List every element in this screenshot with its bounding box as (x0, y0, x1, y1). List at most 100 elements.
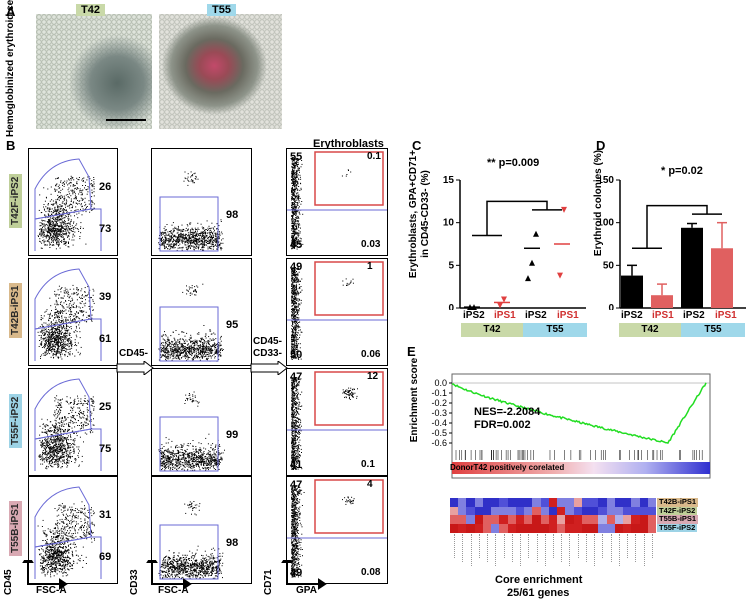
heatmap-gene-tick (520, 534, 522, 566)
heatmap-cell (474, 506, 484, 516)
d-cat-label-3: iPS2 (683, 310, 705, 321)
flow-gate-value: 39 (99, 291, 112, 303)
c-point (525, 275, 531, 282)
heatmap-cell (565, 515, 575, 524)
heatmap-cell (631, 498, 640, 507)
heatmap-gene-tick (585, 534, 588, 562)
heatmap-cell (614, 506, 624, 516)
heatmap-cell (450, 515, 459, 524)
flow-gate-value: 26 (99, 181, 112, 193)
heatmap-cell (458, 523, 467, 533)
flow-plot-r2-c3: 49 1 50 0.06 (286, 258, 388, 366)
heatmap-cell (573, 498, 583, 507)
heatmap-cell (581, 523, 591, 533)
heatmap-cell (450, 523, 459, 533)
c-group-t42: T42 (461, 323, 523, 337)
heatmap-cell (639, 523, 649, 533)
c-group-t55: T55 (523, 323, 587, 337)
heatmap-gene-tick (478, 534, 481, 558)
heatmap-cell (614, 523, 624, 533)
axis-corner-arrows (22, 560, 327, 590)
flow-dots (34, 158, 102, 251)
flow-plot-r4-c2: 98 (151, 476, 252, 584)
heatmap-gene-tick (553, 534, 555, 558)
heatmap-cell (524, 523, 533, 533)
heatmap-cell (515, 515, 525, 524)
flow-dots (158, 391, 225, 472)
flow-dots (287, 371, 387, 470)
flow-gate-value: 12 (367, 371, 379, 382)
flow-gate-value: 47 (290, 479, 303, 491)
heatmap-cell (482, 523, 492, 533)
heatmap-gene-tick (594, 534, 596, 566)
flow-gate-value: 1 (367, 261, 373, 272)
heatmap-cell (647, 506, 657, 516)
heatmap-cell (507, 523, 517, 533)
c-point (557, 272, 563, 279)
flow-gate-value: 45 (290, 239, 303, 251)
panel-label-e: E (407, 344, 416, 359)
panel-label-a: A (6, 4, 16, 19)
heatmap-cell (590, 523, 599, 533)
heatmap-cell (590, 498, 599, 507)
gate2-label-line1: CD45- (253, 336, 282, 347)
heatmap-gene-tick (635, 534, 637, 562)
heatmap-cell (499, 498, 509, 507)
flow-plot-r2-c1: 39 61 (28, 258, 118, 366)
flow-gate-value: 75 (99, 443, 112, 455)
flow-dots (158, 501, 224, 580)
col2-x-axis-label: FSC-A (158, 585, 189, 596)
heatmap-cell (606, 515, 616, 524)
heatmap-cell (515, 506, 525, 516)
flow-gate-value: 50 (290, 349, 303, 361)
heatmap-cell (524, 498, 533, 507)
heatmap-cell (491, 523, 500, 533)
flow-gate-value: 98 (226, 537, 239, 549)
heatmap-cell (540, 523, 550, 533)
heatmap-cell (466, 523, 476, 533)
c-ytick-label: 0 (448, 303, 454, 310)
col3-x-axis-label: GPA (296, 585, 317, 596)
e-ytick-label: -0.1 (431, 388, 447, 398)
gate2-arrow (250, 361, 288, 375)
gate2-label-line2: CD33- (253, 348, 282, 359)
heatmap-cell (482, 498, 492, 507)
heatmap-cell (466, 498, 476, 507)
flow-plot-r3-c1: 25 75 (28, 368, 118, 476)
c-point (529, 259, 535, 266)
panel-a-ylabel: Hemoglobinized erythroid cells (5, 0, 16, 137)
flow-gate-value: 31 (99, 509, 112, 521)
heatmap-gene-tick (569, 534, 571, 566)
flow-plot-r1-c3: 55 0.1 45 0.03 (286, 148, 388, 256)
heatmap-cell (532, 506, 542, 516)
heatmap-cell (573, 506, 583, 516)
heatmap-cell (499, 515, 509, 524)
flow-row-label: T55F-iPS2 (9, 393, 22, 448)
d-group-t55: T55 (681, 323, 745, 337)
heatmap-cell (631, 523, 640, 533)
heatmap-cell (491, 515, 500, 524)
erythroblasts-title: Erythroblasts (313, 138, 384, 150)
heatmap-cell (540, 515, 550, 524)
heatmap-gene-tick (528, 534, 530, 558)
heatmap-cell (466, 515, 476, 524)
heatmap-cell (581, 515, 591, 524)
d-ytick-label: 50 (603, 260, 615, 271)
heatmap-cell (647, 498, 657, 507)
flow-gate-value: 0.06 (361, 349, 381, 360)
heatmap-cell (623, 498, 632, 507)
heatmap-cell (482, 515, 492, 524)
c-point (497, 302, 503, 309)
gate1-arrow (116, 361, 154, 375)
heatmap-gene-tick (561, 534, 563, 562)
heatmap-cell (557, 498, 566, 507)
heatmap-gene-tick (511, 534, 514, 562)
heatmap-cell (581, 498, 591, 507)
flow-plot-r4-c3: 47 4 49 0.08 (286, 476, 388, 584)
c-cat-label-2: iPS1 (494, 310, 516, 321)
heatmap-gene-tick (503, 534, 506, 558)
c-bracket (472, 200, 562, 237)
photo-t55 (159, 14, 282, 129)
d-bar (681, 227, 703, 308)
flow-row-label: T42F-iPS2 (9, 173, 22, 228)
